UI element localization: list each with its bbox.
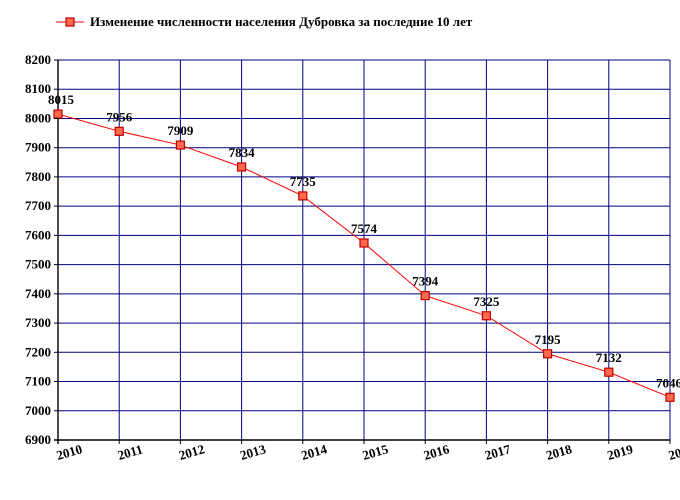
x-tick-label: 2017 — [483, 441, 513, 463]
x-tick-label: 2013 — [238, 441, 268, 463]
data-point-label: 7132 — [596, 350, 622, 365]
chart-axes — [54, 60, 670, 444]
y-tick-label: 6900 — [25, 432, 51, 447]
data-point-label: 7574 — [351, 221, 378, 236]
x-tick-label: 2014 — [299, 441, 329, 463]
data-point-label: 7046 — [656, 375, 680, 390]
x-tick-label: 2011 — [116, 441, 144, 462]
chart-container: Изменение численности населения Дубровка… — [0, 0, 680, 500]
x-tick-label: 2019 — [605, 441, 635, 463]
x-tick-label: 2012 — [177, 441, 206, 463]
data-marker — [115, 127, 123, 135]
data-point-label: 7394 — [412, 274, 439, 289]
y-tick-label: 7400 — [25, 286, 51, 301]
x-tick-label: 2018 — [544, 441, 574, 463]
data-point-label: 7956 — [106, 109, 133, 124]
data-marker — [54, 110, 62, 118]
y-tick-label: 7100 — [25, 374, 51, 389]
y-tick-label: 7700 — [25, 198, 51, 213]
y-tick-label: 7500 — [25, 257, 51, 272]
y-tick-label: 7900 — [25, 140, 51, 155]
population-line-chart: 8015 7956 7909 7834 7735 7574 7394 7325 7195 7132… — [0, 0, 680, 500]
data-marker — [360, 239, 368, 247]
data-marker — [238, 163, 246, 171]
y-tick-label: 7200 — [25, 344, 51, 359]
y-tick-label: 7300 — [25, 315, 51, 330]
y-axis-ticks: 6900 7000 7100 7200 7300 7400 7500 7600 7700 7800… — [25, 52, 58, 447]
data-point-label: 7909 — [167, 123, 194, 138]
x-tick-label: 2010 — [55, 441, 84, 463]
legend-marker-icon — [56, 16, 84, 28]
data-point-label: 7195 — [535, 332, 562, 347]
y-tick-label: 8100 — [25, 81, 51, 96]
data-marker — [421, 292, 429, 300]
data-point-label: 8015 — [48, 92, 75, 107]
y-tick-label: 8200 — [25, 52, 51, 67]
y-tick-label: 7000 — [25, 403, 51, 418]
y-tick-label: 7800 — [25, 169, 51, 184]
y-tick-label: 7600 — [25, 227, 51, 242]
chart-legend: Изменение численности населения Дубровка… — [56, 14, 472, 30]
data-point-label: 7834 — [229, 145, 256, 160]
data-marker — [482, 312, 490, 320]
chart-grid — [58, 60, 670, 440]
data-marker — [176, 141, 184, 149]
legend-label: Изменение численности населения Дубровка… — [90, 14, 472, 30]
data-marker — [605, 368, 613, 376]
x-tick-label: 2015 — [361, 441, 391, 463]
data-marker — [666, 393, 674, 401]
y-tick-label: 8000 — [25, 110, 51, 125]
data-point-label: 7325 — [473, 294, 500, 309]
x-tick-label: 2020 — [667, 441, 680, 463]
x-axis-ticks: 2010 2011 2012 2013 2014 2015 2016 2017 2018 2019… — [55, 440, 680, 463]
x-tick-label: 2016 — [422, 441, 452, 463]
data-marker — [544, 350, 552, 358]
data-marker — [299, 192, 307, 200]
data-point-label: 7735 — [290, 174, 317, 189]
